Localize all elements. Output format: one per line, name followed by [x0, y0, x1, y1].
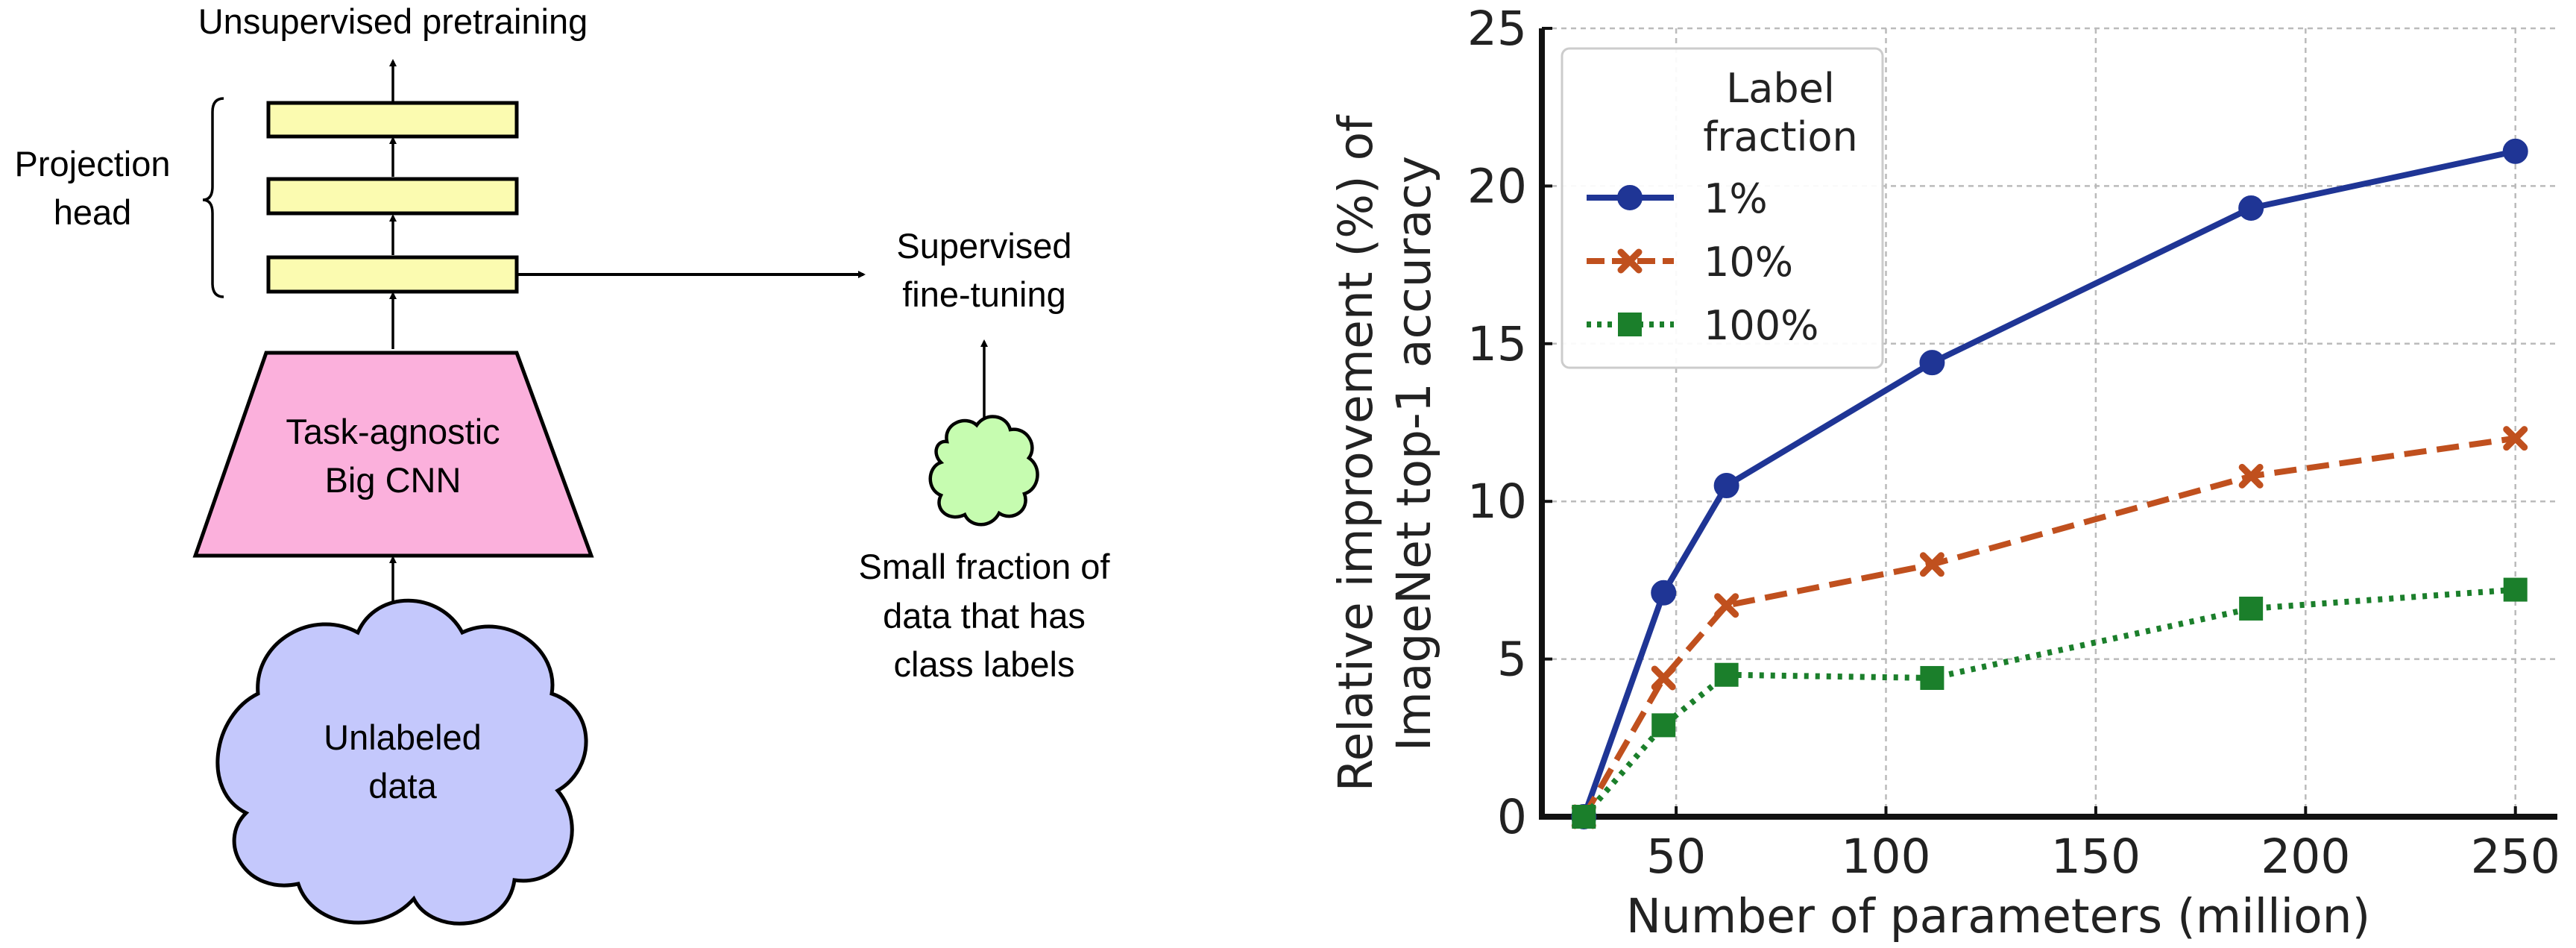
x-tick-label: 200	[2261, 829, 2350, 884]
series-line-1	[1581, 435, 2516, 818]
data-point-2-1	[1651, 713, 1676, 738]
chart-ticks: 50 100 150 200 250 0 5 10 15 20 25	[1467, 1, 2560, 884]
big-cnn-label-line1: Task-agnostic	[286, 412, 500, 451]
series-2	[1572, 577, 2528, 829]
legend-box	[1561, 47, 1884, 369]
y-tick-label: 0	[1497, 790, 1527, 844]
finetuning-label-line2: fine-tuning	[902, 274, 1066, 314]
data-point-1-1	[1651, 665, 1676, 691]
projection-block-2	[266, 177, 519, 216]
x-tick-label: 100	[1841, 829, 1930, 884]
data-point-2-5	[2503, 577, 2528, 602]
big-cnn-trapezoid	[192, 351, 594, 558]
small-fraction-label-line2: data that has	[883, 596, 1086, 635]
unlabeled-data-label-line2: data	[368, 766, 437, 806]
projection-head-label-line1: Projection	[15, 144, 171, 183]
series-line-0	[1581, 148, 2516, 818]
unlabeled-data-label-line1: Unlabeled	[324, 718, 482, 757]
legend-entry-1: 10%	[1587, 239, 1793, 286]
small-fraction-label-line3: class labels	[894, 644, 1075, 684]
projection-block-1	[266, 101, 519, 139]
legend-marker	[1618, 313, 1642, 336]
chart-series	[1571, 138, 2528, 829]
y-axis-label-line1: Relative improvement (%) of	[1329, 114, 1383, 791]
data-point-0-5	[2502, 138, 2528, 164]
data-point-0-3	[1919, 350, 1945, 376]
legend: Label fraction 1% 10% 100%	[1561, 47, 1884, 369]
data-point-0-1	[1651, 580, 1677, 606]
legend-entry-2: 100%	[1587, 302, 1818, 349]
legend-marker	[1617, 248, 1643, 274]
data-point-2-4	[2239, 596, 2264, 621]
y-tick-label: 5	[1497, 632, 1527, 687]
data-point-1-2	[1714, 593, 1739, 618]
legend-title-line1: Label	[1726, 65, 1835, 112]
y-tick-label: 15	[1467, 317, 1527, 371]
series-line-2	[1581, 586, 2516, 819]
y-tick-label: 20	[1467, 159, 1527, 213]
legend-label: 100%	[1704, 302, 1818, 349]
legend-label: 1%	[1704, 175, 1768, 222]
legend-title-line2: fraction	[1703, 113, 1857, 160]
legend-label: 10%	[1704, 239, 1793, 286]
x-tick-label: 150	[2051, 829, 2141, 884]
small-fraction-label-line1: Small fraction of	[859, 547, 1111, 586]
y-axis-label-line2: ImageNet top-1 accuracy	[1387, 156, 1441, 751]
y-tick-label: 25	[1467, 1, 1527, 56]
y-tick-label: 10	[1467, 474, 1527, 529]
legend-entries: 1% 10% 100%	[1587, 175, 1818, 349]
x-tick-label: 50	[1646, 829, 1706, 884]
x-tick-label: 250	[2471, 829, 2560, 884]
data-point-2-3	[1920, 665, 1944, 690]
data-point-1-4	[2238, 463, 2264, 489]
labeled-data-cloud	[928, 415, 1039, 527]
legend-marker	[1617, 185, 1643, 210]
projection-brace	[202, 97, 224, 298]
x-axis-label: Number of parameters (million)	[1626, 889, 2370, 944]
unlabeled-data-cloud	[215, 598, 588, 926]
finetuning-label-line1: Supervised	[896, 226, 1071, 266]
data-point-0-2	[1713, 473, 1739, 499]
data-point-0-4	[2238, 195, 2264, 221]
data-point-2-0	[1572, 805, 1596, 829]
chart-axes	[1539, 28, 2557, 820]
data-point-1-3	[1919, 552, 1944, 577]
data-point-1-5	[2503, 426, 2528, 451]
chart: 50 100 150 200 250 0 5 10 15 20 25 Number of param…	[1329, 1, 2560, 944]
big-cnn-label-line2: Big CNN	[325, 460, 462, 500]
diagram: Unsupervised pretraining Projection head…	[15, 1, 1111, 926]
projection-block-3	[266, 255, 519, 294]
legend-entry-0: 1%	[1587, 175, 1768, 222]
data-point-2-2	[1714, 662, 1739, 687]
unsupervised-pretraining-label: Unsupervised pretraining	[198, 1, 588, 41]
projection-head-label-line2: head	[54, 192, 132, 232]
